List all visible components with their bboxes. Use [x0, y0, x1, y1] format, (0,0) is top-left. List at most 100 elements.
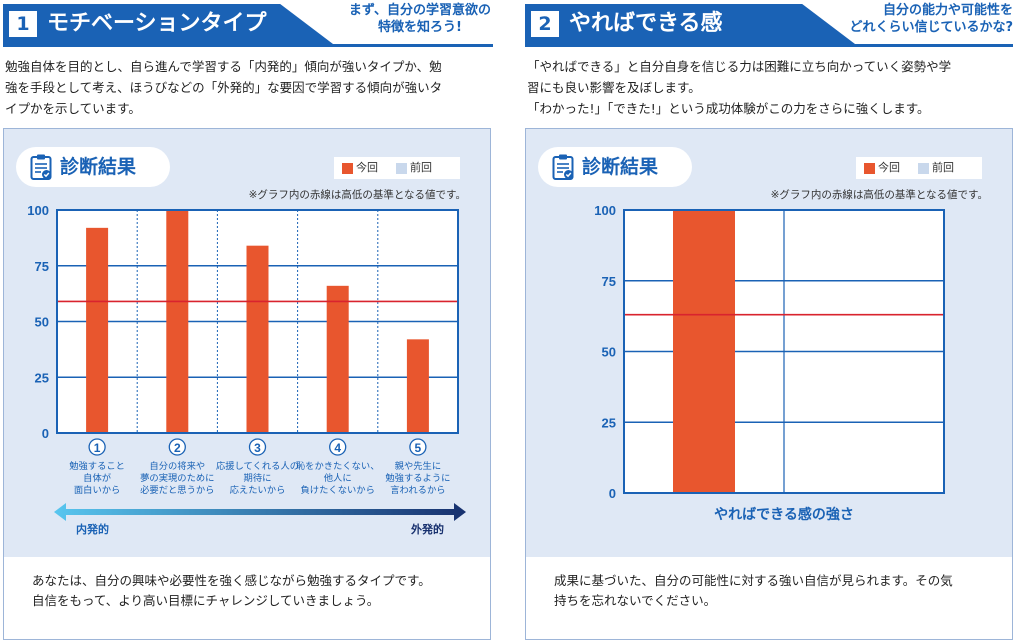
y-tick-label: 100 — [27, 203, 49, 218]
bar-current — [406, 339, 429, 433]
intro-line: 「やればできる」と自分自身を信じる力は困難に立ち向かっていく姿勢や学 — [527, 59, 952, 74]
bar-current — [246, 245, 269, 433]
category-label: 夢の実現のために — [140, 472, 214, 484]
intro-line: イプかを示しています。 — [5, 101, 141, 116]
section-number: 2 — [531, 11, 559, 37]
arrow-label-extrinsic: 外発的 — [410, 522, 444, 536]
comment-line: 自信をもって、より高い目標にチャレンジしていきましょう。 — [32, 593, 380, 608]
chart-legend: 今回 前回 — [334, 157, 460, 179]
bar-current — [86, 227, 109, 433]
result-badge: 診断結果 — [16, 147, 170, 187]
header-underline — [525, 44, 1013, 47]
plot-frame — [623, 209, 945, 494]
legend-swatch-previous — [918, 163, 929, 174]
chart-note: ※グラフ内の赤線は高低の基準となる値です。 — [770, 189, 988, 201]
section-subtitle: 自分の能力や可能性を どれくらい信じているかな? — [849, 2, 1013, 36]
category-label: 勉強するように — [385, 472, 450, 484]
result-comment: 成果に基づいた、自分の可能性に対する強い自信が見られます。その気 持ちを忘れない… — [554, 571, 994, 611]
category-label: 勉強すること — [69, 460, 125, 472]
bar-current — [326, 285, 349, 433]
section-motivation-type: 1 モチベーションタイプ まず、自分の学習意欲の 特徴を知ろう! 勉強自体を目的… — [3, 0, 493, 643]
category-label: 自体が — [83, 472, 112, 484]
bar-current — [166, 210, 189, 433]
category-number-circle — [329, 438, 347, 456]
comment-line: あなたは、自分の興味や必要性を強く感じながら勉強するタイプです。 — [32, 573, 431, 588]
section-self-efficacy: 2 やればできる感 自分の能力や可能性を どれくらい信じているかな? 「やればで… — [525, 0, 1013, 643]
y-tick-label: 100 — [594, 203, 616, 218]
y-tick-label: 0 — [42, 426, 49, 441]
subtitle-line: まず、自分の学習意欲の — [348, 3, 491, 18]
category-number-circle — [88, 438, 106, 456]
y-tick-label: 50 — [602, 345, 616, 360]
category-number-circle — [248, 438, 267, 456]
subtitle-line: 特徴を知ろう! — [377, 20, 462, 35]
bar-current — [673, 210, 735, 493]
category-number: 3 — [254, 441, 261, 455]
comment-line: 成果に基づいた、自分の可能性に対する強い自信が見られます。その気 — [554, 573, 953, 588]
category-label: 恥をかきたくない、 — [296, 461, 380, 472]
intro-text: 「やればできる」と自分自身を信じる力は困難に立ち向かっていく姿勢や学 習にも良い… — [527, 56, 1013, 119]
category-label: 言われるから — [390, 484, 445, 496]
intro-line: 強を手段として考え、ほうびなどの「外発的」な要因で学習する傾向が強いタ — [5, 80, 443, 95]
header-bar — [3, 4, 333, 44]
header-bar — [525, 4, 855, 44]
section-header: 2 やればできる感 自分の能力や可能性を どれくらい信じているかな? — [525, 2, 1013, 47]
header-underline — [3, 44, 493, 47]
arrow-label-intrinsic: 内発的 — [76, 522, 109, 536]
clipboard-check-icon — [30, 154, 52, 180]
legend-label-previous: 前回 — [410, 161, 432, 174]
category-label: 他人に — [324, 472, 352, 484]
intro-line: 「わかった!」「できた!」という成功体験がこの力をさらに強くします。 — [527, 101, 930, 116]
category-number: 1 — [94, 441, 101, 455]
y-tick-label: 25 — [602, 415, 616, 430]
category-number-circle — [409, 438, 427, 456]
category-number: 4 — [334, 441, 341, 455]
section-title: やればできる感 — [569, 11, 723, 36]
result-badge: 診断結果 — [538, 147, 692, 187]
clipboard-check-icon — [552, 154, 574, 180]
category-number-circle — [168, 438, 186, 456]
y-tick-label: 75 — [35, 259, 49, 274]
y-tick-label: 75 — [602, 274, 616, 289]
category-label: 必要だと思うから — [140, 484, 214, 496]
y-tick-label: 25 — [35, 370, 49, 385]
y-tick-label: 0 — [609, 486, 616, 501]
section-number: 1 — [9, 11, 37, 37]
direction-arrow — [54, 503, 466, 521]
intro-line: 習にも良い影響を及ぼします。 — [527, 80, 701, 95]
result-panel: 診断結果 今回 前回 ※グラフ内の赤線は高低の基準となる値です。 0 25 50 75… — [3, 128, 491, 640]
legend-label-current: 今回 — [356, 161, 378, 174]
section-title: モチベーションタイプ — [47, 11, 267, 36]
legend-label-current: 今回 — [878, 161, 900, 174]
category-label: 自分の将来や — [149, 460, 205, 472]
result-panel: 診断結果 今回 前回 ※グラフ内の赤線は高低の基準となる値です。 0 25 50 75… — [525, 128, 1013, 640]
legend-swatch-current — [342, 163, 353, 174]
result-comment: あなたは、自分の興味や必要性を強く感じながら勉強するタイプです。 自信をもって、… — [32, 571, 472, 611]
legend-swatch-previous — [396, 163, 407, 174]
chart-legend: 今回 前回 — [856, 157, 982, 179]
section-header: 1 モチベーションタイプ まず、自分の学習意欲の 特徴を知ろう! — [3, 2, 493, 47]
category-number: 5 — [415, 441, 422, 455]
y-tick-label: 50 — [35, 315, 49, 330]
chart-note: ※グラフ内の赤線は高低の基準となる値です。 — [248, 189, 466, 201]
subtitle-line: 自分の能力や可能性を — [882, 3, 1013, 18]
category-label: 応えたいから — [230, 484, 286, 496]
comment-area — [4, 557, 490, 639]
category-label: 面白いから — [74, 484, 121, 496]
badge-label: 診断結果 — [60, 156, 137, 178]
badge-label: 診断結果 — [582, 156, 659, 178]
category-label: 負けたくないから — [301, 484, 375, 496]
comment-line: 持ちを忘れないでください。 — [554, 593, 717, 608]
category-label: 親や先生に — [395, 460, 442, 472]
legend-swatch-current — [864, 163, 875, 174]
x-axis-label: やればできる感の強さ — [714, 506, 854, 523]
subtitle-line: どれくらい信じているかな? — [849, 20, 1013, 35]
plot-frame — [56, 209, 459, 434]
section-subtitle: まず、自分の学習意欲の 特徴を知ろう! — [349, 2, 491, 36]
category-number: 2 — [174, 441, 181, 455]
category-label: 応援してくれる人の — [216, 460, 299, 472]
legend-label-previous: 前回 — [932, 161, 954, 174]
self-efficacy-bar-chart: 0 25 50 75 100 やればできる感の強さ — [594, 203, 945, 523]
intro-text: 勉強自体を目的とし、自ら進んで学習する「内発的」傾向が強いタイプか、勉 強を手段… — [5, 56, 491, 119]
